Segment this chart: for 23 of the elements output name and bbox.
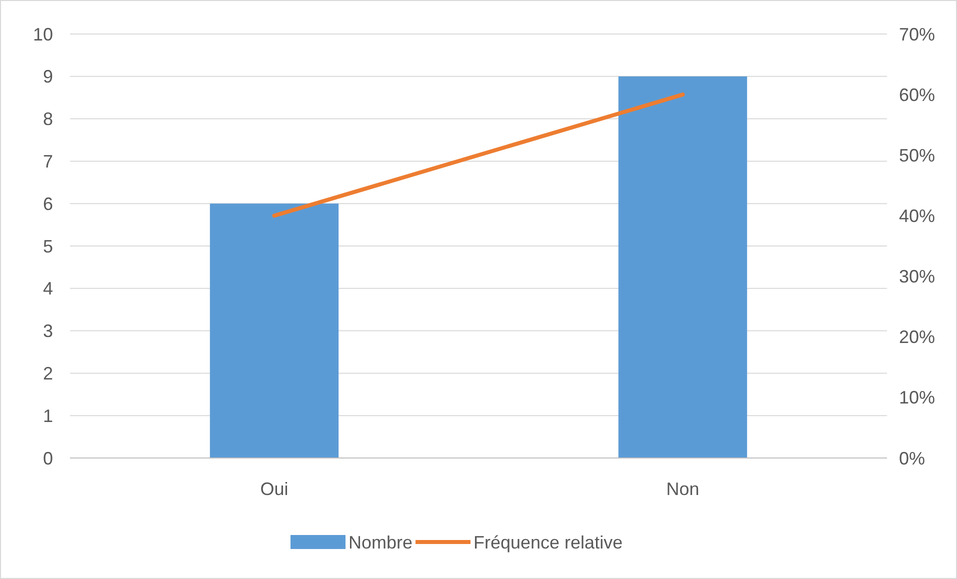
- y-tick-label: 2: [42, 364, 53, 384]
- legend-label: Nombre: [348, 532, 413, 552]
- y-tick-label: 3: [42, 321, 53, 342]
- y-tick-label: 0: [42, 448, 53, 468]
- y2-tick-label: 50%: [899, 145, 936, 166]
- y-tick-label: 9: [42, 66, 53, 87]
- y-tick-label: 8: [42, 109, 53, 130]
- y-tick-label: 4: [42, 278, 53, 299]
- y2-tick-label: 70%: [899, 24, 936, 44]
- y2-tick-label: 20%: [899, 327, 936, 348]
- y-tick-label: 7: [42, 152, 53, 172]
- y2-tick-label: 30%: [899, 266, 936, 287]
- x-tick-label: Non: [666, 479, 700, 499]
- y2-tick-label: 40%: [899, 206, 936, 226]
- y2-tick-label: 0%: [899, 448, 926, 468]
- y-tick-label: 10: [32, 24, 53, 44]
- y2-tick-label: 60%: [899, 84, 936, 105]
- legend-label: Fréquence relative: [474, 532, 623, 552]
- y-tick-label: 6: [42, 194, 53, 214]
- y-tick-label: 1: [42, 406, 53, 426]
- y-tick-label: 5: [42, 236, 53, 256]
- x-tick-label: Oui: [260, 479, 288, 499]
- y2-tick-label: 10%: [899, 388, 936, 408]
